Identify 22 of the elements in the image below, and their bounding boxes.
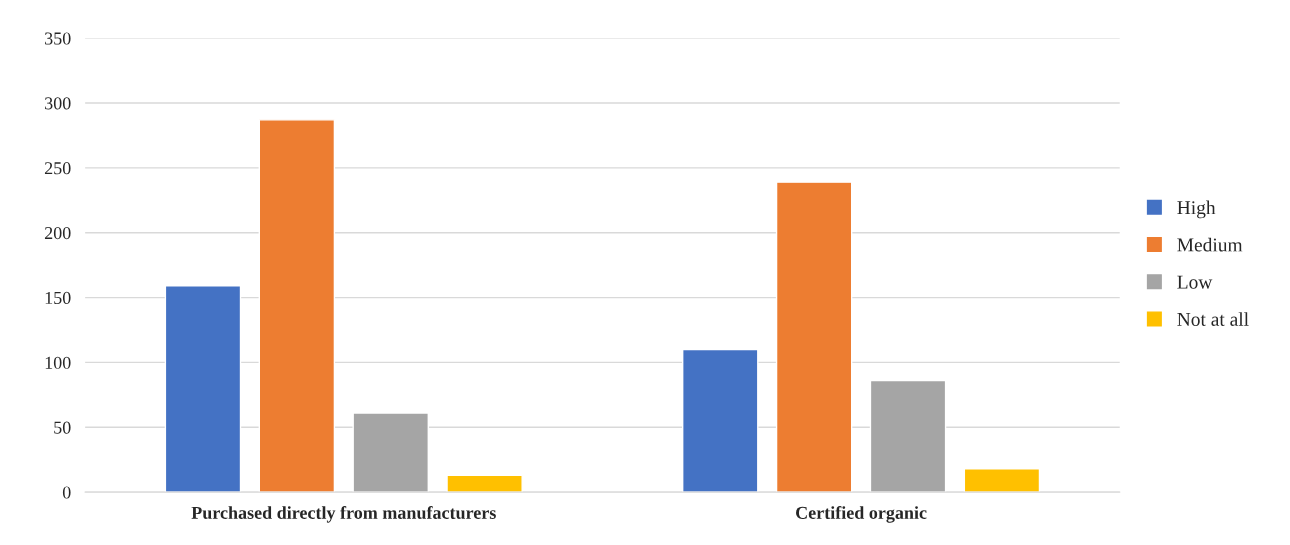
- y-tick-label: 50: [54, 421, 71, 434]
- y-tick-label: 350: [45, 32, 71, 45]
- bar: [258, 119, 336, 493]
- bar: [869, 379, 947, 493]
- bar: [446, 474, 523, 493]
- bar: [164, 285, 242, 493]
- x-tick-label: Certified organic: [796, 506, 927, 523]
- legend-label: Not at all: [1177, 312, 1249, 326]
- legend-label: Medium: [1177, 237, 1243, 252]
- bar: [775, 181, 853, 493]
- y-tick-label: 300: [45, 97, 71, 110]
- y-tick-label: 0: [62, 486, 71, 499]
- y-tick-label: 150: [45, 291, 71, 305]
- bar: [681, 348, 759, 493]
- bar: [963, 468, 1041, 493]
- y-tick-label: 100: [45, 356, 71, 369]
- y-tick-label: 250: [44, 162, 71, 175]
- legend-label: High: [1177, 200, 1216, 219]
- legend-label: Low: [1177, 275, 1213, 289]
- y-tick-label: 200: [44, 226, 71, 240]
- x-tick-label: Purchased directly from manufacturers: [191, 506, 496, 523]
- bar: [352, 412, 429, 493]
